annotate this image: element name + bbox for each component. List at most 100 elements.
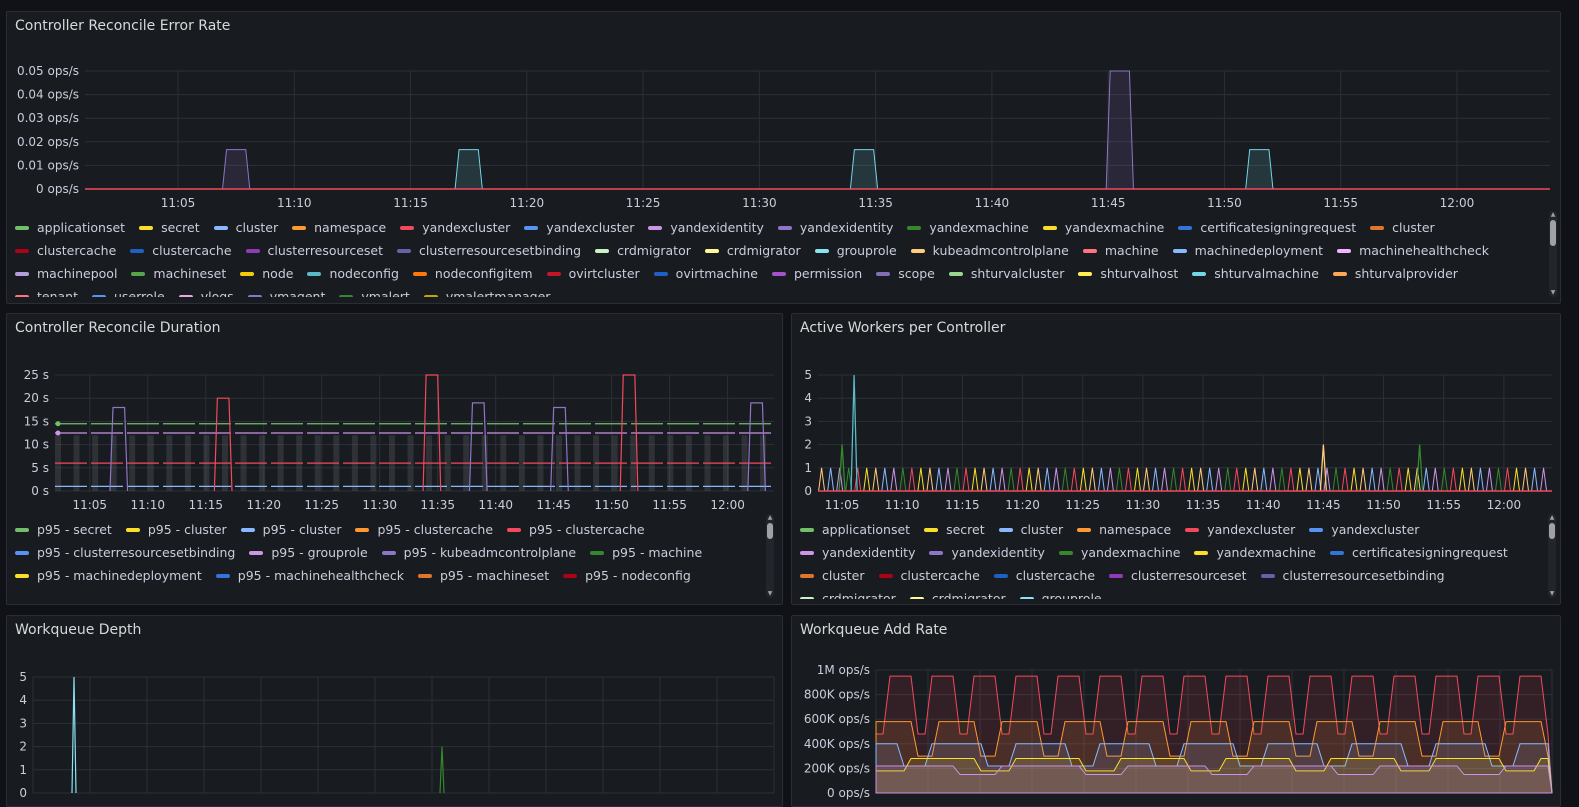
legend-item[interactable]: p95 - clusterresourcesetbinding xyxy=(15,541,235,564)
legend-item[interactable]: yandexidentity xyxy=(648,216,764,239)
legend-item[interactable]: yandexmachine xyxy=(1194,541,1316,564)
legend-item[interactable]: vmagent xyxy=(247,285,325,297)
legend-item[interactable]: cluster xyxy=(998,518,1063,541)
legend-item[interactable]: vlogs xyxy=(178,285,234,297)
legend-item[interactable]: secret xyxy=(139,216,200,239)
scroll-down-icon[interactable]: ▼ xyxy=(1549,590,1555,597)
legend-item[interactable]: cluster xyxy=(1370,216,1435,239)
legend-item[interactable]: p95 - nodeconfig xyxy=(563,564,691,587)
legend-item[interactable]: shturvalhost xyxy=(1078,262,1178,285)
legend-item[interactable]: applicationset xyxy=(15,216,125,239)
legend-scrollbar[interactable]: ▲ ▼ xyxy=(1549,211,1557,297)
legend-item[interactable]: clusterresourceset xyxy=(245,239,383,262)
legend-item[interactable]: p95 - secret xyxy=(15,518,112,541)
legend-item[interactable]: grouprole xyxy=(814,239,897,262)
chart-workqueue-add-rate[interactable]: 0 ops/s 200K ops/s 400K ops/s 600K ops/s 800… xyxy=(792,656,1561,807)
legend-item[interactable]: kubeadmcontrolplane xyxy=(910,239,1069,262)
legend-scrollbar[interactable]: ▲ ▼ xyxy=(1548,514,1556,598)
legend-item[interactable]: namespace xyxy=(292,216,386,239)
legend-item[interactable]: cluster xyxy=(213,216,278,239)
legend-item[interactable]: p95 - clustercache xyxy=(507,518,645,541)
panel-title[interactable]: Workqueue Add Rate xyxy=(800,622,948,638)
legend-item[interactable]: yandexmachine xyxy=(907,216,1029,239)
scroll-up-icon[interactable]: ▲ xyxy=(1549,514,1555,521)
chart-workqueue-depth[interactable]: 0 1 2 3 4 5 xyxy=(7,656,783,807)
legend-item[interactable]: nodeconfigitem xyxy=(412,262,533,285)
legend-item[interactable]: ovirtmachine xyxy=(653,262,758,285)
chart-active-workers[interactable]: 0 1 2 3 4 5 11:05 11:10 11:15 11:20 11:25 11:30 11:3… xyxy=(792,354,1561,524)
chart-reconcile-duration[interactable]: 0 s 5 s 10 s 15 s 20 s 25 s 11:05 11:10 11:15 11:… xyxy=(7,354,783,524)
legend-item[interactable]: yandexcluster xyxy=(524,216,634,239)
legend-item[interactable]: clusterresourcesetbinding xyxy=(397,239,581,262)
panel-title[interactable]: Active Workers per Controller xyxy=(800,320,1006,336)
legend-item[interactable]: clustercache xyxy=(15,239,116,262)
legend-item[interactable]: p95 - grouprole xyxy=(249,541,368,564)
scroll-down-icon[interactable]: ▼ xyxy=(1550,289,1556,296)
legend-item[interactable]: yandexidentity xyxy=(929,541,1045,564)
legend-item[interactable]: clustercache xyxy=(878,564,980,587)
panel-title[interactable]: Controller Reconcile Error Rate xyxy=(15,18,231,34)
legend-item[interactable]: nodeconfig xyxy=(307,262,399,285)
legend-item[interactable]: p95 - machinedeployment xyxy=(15,564,202,587)
legend-item[interactable]: machine xyxy=(1082,239,1159,262)
legend-item[interactable]: applicationset xyxy=(800,518,910,541)
scroll-up-icon[interactable]: ▲ xyxy=(1550,211,1556,218)
legend-item[interactable]: yandexidentity xyxy=(777,216,893,239)
legend-item[interactable]: p95 - clustercache xyxy=(355,518,493,541)
legend-item[interactable]: p95 - kubeadmcontrolplane xyxy=(381,541,576,564)
legend-item[interactable]: tenant xyxy=(15,285,78,297)
legend-item[interactable]: yandexcluster xyxy=(1185,518,1295,541)
panel-title[interactable]: Controller Reconcile Duration xyxy=(15,320,221,336)
legend-item[interactable]: yandexidentity xyxy=(800,541,915,564)
scroll-thumb[interactable] xyxy=(1550,220,1556,246)
legend-item[interactable]: crdmigrator xyxy=(704,239,801,262)
legend-item[interactable]: machineset xyxy=(131,262,226,285)
worker-spike xyxy=(1449,467,1457,492)
legend-item[interactable]: certificatesigningrequest xyxy=(1178,216,1356,239)
legend-item[interactable]: yandexcluster xyxy=(400,216,510,239)
scroll-thumb[interactable] xyxy=(1549,523,1555,539)
legend-item[interactable]: yandexmachine xyxy=(1042,216,1164,239)
legend-item[interactable]: cluster xyxy=(800,564,865,587)
legend-item[interactable]: shturvalcluster xyxy=(948,262,1064,285)
legend-item[interactable]: secret xyxy=(924,518,985,541)
legend-item[interactable]: grouprole xyxy=(1019,587,1102,599)
scroll-down-icon[interactable]: ▼ xyxy=(767,590,773,597)
legend-item[interactable]: shturvalprovider xyxy=(1332,262,1458,285)
legend-item[interactable]: permission xyxy=(771,262,862,285)
legend-item[interactable]: vmalertmanager xyxy=(423,285,550,297)
legend-item[interactable]: machinehealthcheck xyxy=(1337,239,1489,262)
legend-item[interactable]: clustercache xyxy=(130,239,232,262)
legend-item[interactable]: namespace xyxy=(1077,518,1171,541)
legend-item[interactable]: clusterresourcesetbinding xyxy=(1260,564,1445,587)
scroll-thumb[interactable] xyxy=(767,523,773,539)
legend-item[interactable]: yandexcluster xyxy=(1309,518,1419,541)
legend-item[interactable]: crdmigrator xyxy=(909,587,1006,599)
legend-item[interactable]: machinedeployment xyxy=(1172,239,1323,262)
x-tick-label: 11:10 xyxy=(885,498,920,512)
legend-item[interactable]: scope xyxy=(876,262,935,285)
legend-item[interactable]: shturvalmachine xyxy=(1192,262,1319,285)
legend-item[interactable]: clustercache xyxy=(993,564,1095,587)
panel-title[interactable]: Workqueue Depth xyxy=(15,622,142,638)
legend-item[interactable]: certificatesigningrequest xyxy=(1329,541,1508,564)
legend-scrollbar[interactable]: ▲ ▼ xyxy=(766,514,774,598)
worker-spike xyxy=(980,467,988,492)
legend-item[interactable]: crdmigrator xyxy=(595,239,691,262)
legend-item[interactable]: p95 - cluster xyxy=(125,518,227,541)
legend-item[interactable]: p95 - machine xyxy=(590,541,702,564)
legend-item[interactable]: yandexmachine xyxy=(1058,541,1180,564)
legend-item[interactable]: vmalert xyxy=(339,285,410,297)
chart-reconcile-error-rate[interactable]: 0 ops/s 0.01 ops/s 0.02 ops/s 0.03 ops/s 0.0… xyxy=(7,52,1561,244)
legend-item[interactable]: machinepool xyxy=(15,262,117,285)
scroll-up-icon[interactable]: ▲ xyxy=(767,514,773,521)
legend-item[interactable]: clusterresourceset xyxy=(1109,564,1247,587)
legend-item[interactable]: p95 - machineset xyxy=(417,564,549,587)
legend-item[interactable]: p95 - machinehealthcheck xyxy=(215,564,404,587)
legend-item[interactable]: node xyxy=(240,262,293,285)
legend-swatch xyxy=(178,294,193,297)
legend-item[interactable]: crdmigrator xyxy=(800,587,896,599)
legend-item[interactable]: userrole xyxy=(92,285,165,297)
legend-item[interactable]: ovirtcluster xyxy=(546,262,640,285)
legend-item[interactable]: p95 - cluster xyxy=(240,518,341,541)
